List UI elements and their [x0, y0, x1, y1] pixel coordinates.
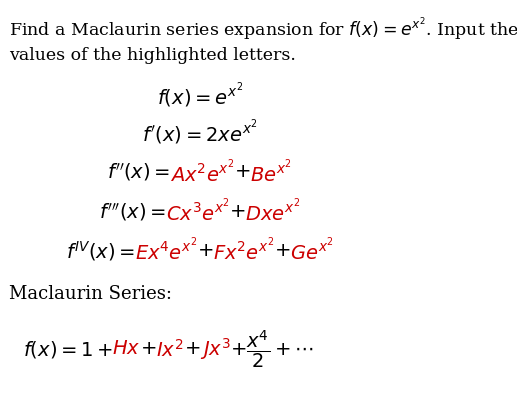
Text: $Ge^{x^2}$: $Ge^{x^2}$: [290, 238, 334, 264]
Text: $Hx$: $Hx$: [112, 341, 141, 358]
Text: Find a Maclaurin series expansion for $f(x) = e^{x^2}$. Input the: Find a Maclaurin series expansion for $f…: [9, 15, 517, 43]
Text: $ + $: $ + $: [140, 341, 157, 358]
Text: $ + $: $ + $: [234, 164, 251, 181]
Text: $ + $: $ + $: [229, 203, 246, 221]
Text: $f(x) = 1 + $: $f(x) = 1 + $: [23, 339, 113, 360]
Text: $Cx^3e^{x^2}$: $Cx^3e^{x^2}$: [166, 199, 230, 225]
Text: $f(x) = e^{x^2}$: $f(x) = e^{x^2}$: [157, 82, 243, 110]
Text: $Be^{x^2}$: $Be^{x^2}$: [250, 159, 293, 186]
Text: $f^{IV}(x) = $: $f^{IV}(x) = $: [66, 239, 135, 263]
Text: $Jx^3$: $Jx^3$: [200, 337, 231, 362]
Text: Maclaurin Series:: Maclaurin Series:: [9, 286, 172, 303]
Text: $f'''(x) = $: $f'''(x) = $: [99, 201, 166, 223]
Text: values of the highlighted letters.: values of the highlighted letters.: [9, 47, 296, 64]
Text: $Dxe^{x^2}$: $Dxe^{x^2}$: [246, 199, 300, 225]
Text: $ + $: $ + $: [196, 242, 213, 260]
Text: $f'(x) = 2xe^{x^2}$: $f'(x) = 2xe^{x^2}$: [142, 119, 258, 147]
Text: $Ax^2e^{x^2}$: $Ax^2e^{x^2}$: [170, 159, 235, 186]
Text: $Fx^2e^{x^2}$: $Fx^2e^{x^2}$: [213, 238, 275, 264]
Text: $Ix^2$: $Ix^2$: [157, 339, 184, 360]
Text: $f''(x) = $: $f''(x) = $: [108, 162, 171, 183]
Text: $ + $: $ + $: [274, 242, 290, 260]
Text: $Ex^4e^{x^2}$: $Ex^4e^{x^2}$: [134, 238, 197, 264]
Text: $+ \dfrac{x^4}{2} + \cdots$: $+ \dfrac{x^4}{2} + \cdots$: [231, 328, 314, 370]
Text: $ + $: $ + $: [184, 341, 200, 358]
